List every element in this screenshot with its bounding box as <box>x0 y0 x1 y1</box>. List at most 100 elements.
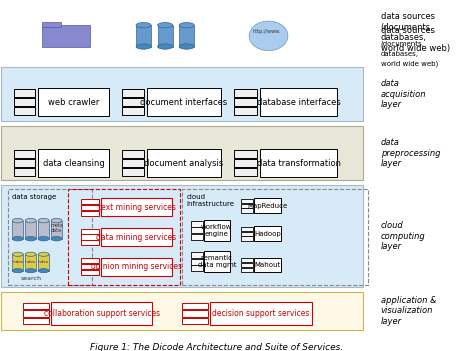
Bar <box>14 159 35 167</box>
Bar <box>14 90 35 97</box>
Ellipse shape <box>12 218 23 223</box>
Bar <box>234 159 256 167</box>
Bar <box>51 302 152 325</box>
Text: data
acquisition
layer: data acquisition layer <box>380 79 425 109</box>
Bar <box>1 67 363 121</box>
Bar <box>25 221 36 239</box>
Text: data cleansing: data cleansing <box>43 159 104 168</box>
Bar <box>240 258 252 262</box>
Bar <box>23 310 49 317</box>
Ellipse shape <box>12 269 23 273</box>
Bar <box>190 265 202 271</box>
Bar <box>81 258 99 263</box>
Ellipse shape <box>12 252 23 256</box>
Bar <box>14 98 35 106</box>
Text: web crawler: web crawler <box>48 98 99 107</box>
Ellipse shape <box>12 237 23 241</box>
Bar <box>25 254 36 271</box>
Text: opinion mining services: opinion mining services <box>91 262 182 271</box>
Text: Figure 1: The Dicode Architecture and Suite of Services.: Figure 1: The Dicode Architecture and Su… <box>90 343 343 351</box>
Text: database interfaces: database interfaces <box>256 98 340 107</box>
Text: meta
data: meta data <box>50 223 63 233</box>
Bar <box>157 25 172 47</box>
Text: workflow
engine: workflow engine <box>201 224 232 237</box>
Bar <box>253 258 281 272</box>
Bar <box>240 227 252 231</box>
Bar <box>179 25 194 47</box>
Bar <box>203 220 229 241</box>
Text: cloud
infrastructure: cloud infrastructure <box>186 193 234 206</box>
Text: Mahout: Mahout <box>254 262 280 268</box>
Bar <box>42 25 90 47</box>
Ellipse shape <box>25 252 36 256</box>
Ellipse shape <box>38 252 49 256</box>
Text: semantic
data mgmt: semantic data mgmt <box>197 255 235 268</box>
Text: document interfaces: document interfaces <box>140 98 227 107</box>
Bar <box>234 107 256 115</box>
Bar <box>38 88 109 116</box>
Bar <box>42 22 61 27</box>
Text: index: index <box>25 260 36 264</box>
Bar <box>122 90 144 97</box>
Text: index: index <box>12 260 23 264</box>
Ellipse shape <box>179 22 194 28</box>
Bar <box>234 90 256 97</box>
Bar <box>182 318 208 324</box>
Text: index: index <box>38 260 49 264</box>
Text: collaboration support services: collaboration support services <box>44 309 159 318</box>
Bar <box>240 204 252 208</box>
Bar <box>136 25 151 47</box>
Text: world wide web): world wide web) <box>380 60 437 67</box>
Text: http://www.: http://www. <box>252 28 280 34</box>
Bar <box>240 199 252 203</box>
Text: search: search <box>20 276 41 282</box>
Bar <box>190 259 202 265</box>
Bar <box>101 258 171 276</box>
Bar <box>146 88 221 116</box>
Bar <box>81 199 99 204</box>
Bar <box>81 229 99 234</box>
Bar <box>234 98 256 106</box>
Ellipse shape <box>25 218 36 223</box>
Bar <box>14 168 35 176</box>
Bar <box>81 240 99 245</box>
Bar <box>81 211 99 216</box>
Ellipse shape <box>51 237 62 241</box>
Bar <box>23 318 49 324</box>
Bar <box>81 270 99 275</box>
Bar <box>253 226 281 241</box>
Text: data
preprocessing
layer: data preprocessing layer <box>380 138 439 168</box>
Bar <box>1 5 431 60</box>
Bar <box>38 149 109 177</box>
Bar <box>203 251 229 272</box>
Text: document analysis: document analysis <box>144 159 223 168</box>
Text: data sources: data sources <box>380 26 434 35</box>
Bar <box>81 234 99 239</box>
Bar <box>1 292 363 330</box>
Ellipse shape <box>38 218 49 223</box>
Bar <box>38 254 49 271</box>
Bar <box>182 303 208 309</box>
Ellipse shape <box>136 22 151 28</box>
Bar <box>240 232 252 236</box>
Bar <box>23 303 49 309</box>
Bar <box>240 237 252 240</box>
Bar <box>12 221 23 239</box>
Bar <box>122 159 144 167</box>
Text: data sources
(documents,
databases,
world wide web): data sources (documents, databases, worl… <box>380 13 449 53</box>
Bar <box>259 149 337 177</box>
Text: data storage: data storage <box>12 193 56 199</box>
Ellipse shape <box>51 218 62 223</box>
Text: databases,: databases, <box>380 51 418 57</box>
Bar <box>190 252 202 258</box>
Bar <box>122 98 144 106</box>
Bar <box>182 310 208 317</box>
Ellipse shape <box>157 22 172 28</box>
Text: data transformation: data transformation <box>256 159 340 168</box>
Ellipse shape <box>38 269 49 273</box>
Bar <box>1 126 363 180</box>
Bar <box>190 234 202 240</box>
Bar <box>253 198 281 213</box>
Bar <box>234 168 256 176</box>
Text: Hadoop: Hadoop <box>254 231 280 237</box>
